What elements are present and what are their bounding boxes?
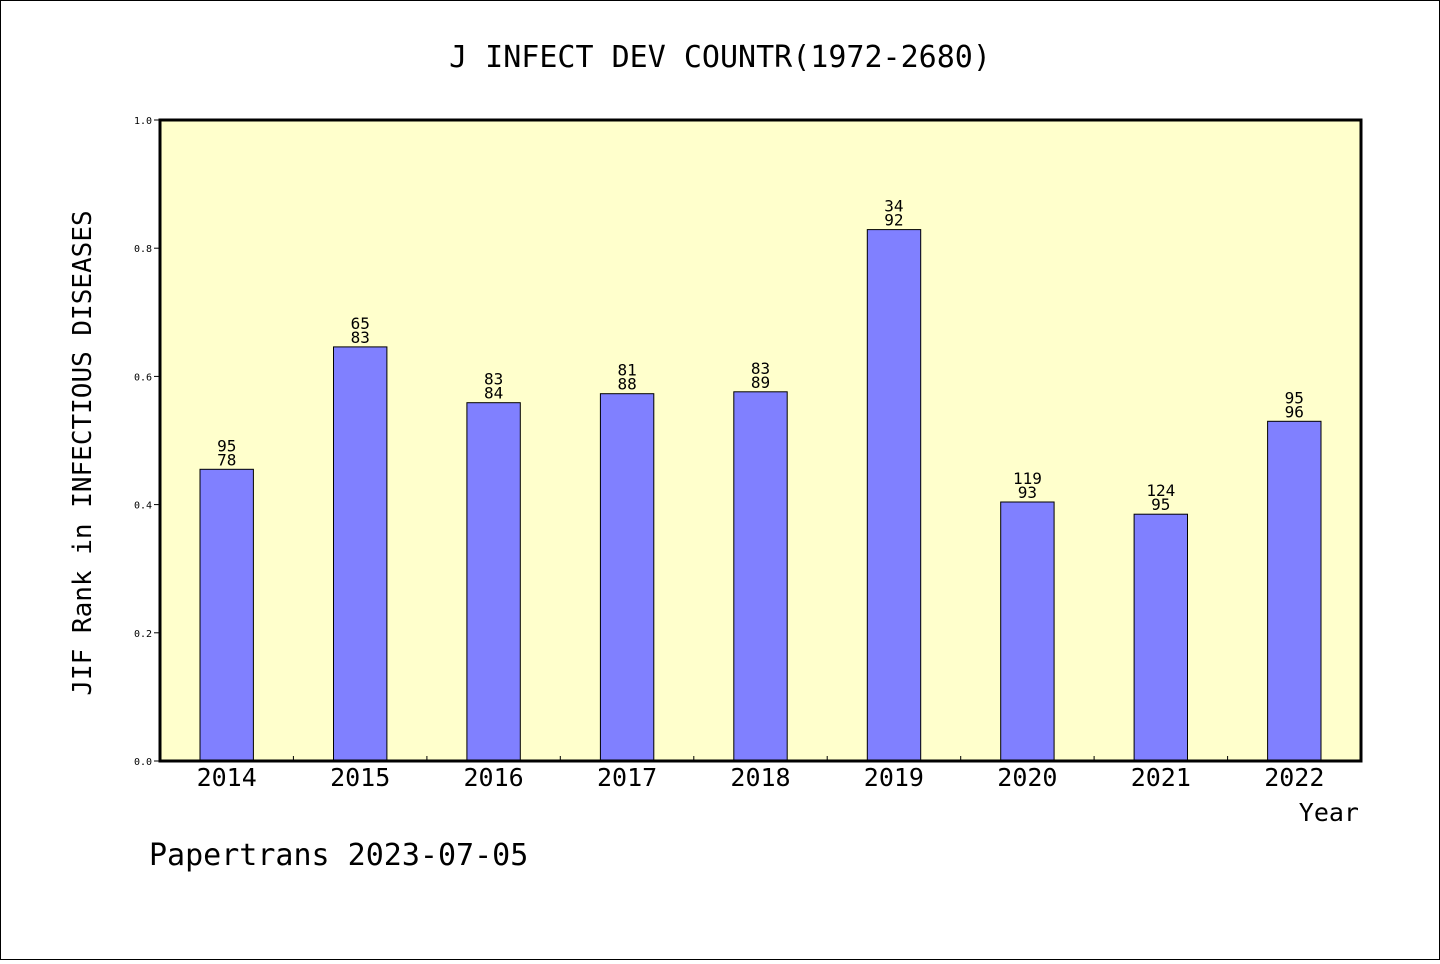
x-tick-label-2014: 2014 <box>197 763 257 792</box>
y-tick-label: 0.4 <box>134 501 152 512</box>
data-label-top-2015: 65 <box>351 314 370 333</box>
data-label-bottom-2016: 84 <box>484 384 503 403</box>
data-label-bottom-2018: 89 <box>751 373 770 392</box>
data-label-top-2018: 83 <box>751 359 770 378</box>
plot-border <box>158 118 1363 763</box>
x-axis: 2014 2015 2016 2017 2018 2019 2020 2021 2022 <box>197 756 1324 792</box>
data-label-top-2021: 124 <box>1146 481 1175 500</box>
y-tick-label: 0.2 <box>134 629 152 640</box>
bar-2017 <box>599 393 655 762</box>
y-axis-label: JIF Rank in INFECTIOUS DISEASES <box>68 210 98 695</box>
chart-title: J INFECT DEV COUNTR(1972-2680) <box>449 40 991 75</box>
data-label-bottom-2022: 96 <box>1285 402 1304 421</box>
bar-2016 <box>466 402 521 762</box>
y-tick-label: 0.0 <box>134 757 152 768</box>
x-tick-label-2022: 2022 <box>1264 763 1324 792</box>
x-axis-label: Year <box>1299 798 1359 827</box>
x-tick-label-2021: 2021 <box>1131 763 1191 792</box>
data-label-top-2020: 119 <box>1013 469 1042 488</box>
x-tick-label-2018: 2018 <box>730 763 790 792</box>
x-tick-label-2019: 2019 <box>864 763 924 792</box>
data-label-top-2022: 95 <box>1285 388 1304 407</box>
x-tick-label-2020: 2020 <box>997 763 1057 792</box>
y-tick-label: 1.0 <box>134 116 152 127</box>
bar-2020 <box>1000 501 1055 762</box>
x-tick-label-2015: 2015 <box>330 763 390 792</box>
data-label-top-2019: 34 <box>884 197 903 216</box>
data-label-bottom-2017: 88 <box>617 375 636 394</box>
bar-2019 <box>866 229 922 762</box>
bar-2021 <box>1133 513 1188 762</box>
data-label-bottom-2015: 83 <box>351 328 370 347</box>
data-label-bottom-2021: 95 <box>1151 495 1170 514</box>
data-label-top-2014: 95 <box>217 436 236 455</box>
bar-2014 <box>199 468 254 762</box>
data-label-top-2016: 83 <box>484 370 503 389</box>
footer-text: Papertrans 2023-07-05 <box>149 838 528 873</box>
data-label-bottom-2019: 92 <box>884 211 903 230</box>
y-tick-label: 0.6 <box>134 372 152 383</box>
x-tick-label-2017: 2017 <box>597 763 657 792</box>
y-axis: 0.0 0.2 0.4 0.6 0.8 1.0 <box>134 116 160 768</box>
y-tick-label: 0.8 <box>134 244 152 255</box>
bar-2018 <box>733 391 788 762</box>
data-label-bottom-2020: 93 <box>1018 483 1037 502</box>
bar-2022 <box>1267 420 1322 762</box>
x-tick-label-2016: 2016 <box>463 763 523 792</box>
bar-2015 <box>333 346 388 762</box>
data-label-top-2017: 81 <box>617 361 636 380</box>
data-label-bottom-2014: 78 <box>217 450 236 469</box>
